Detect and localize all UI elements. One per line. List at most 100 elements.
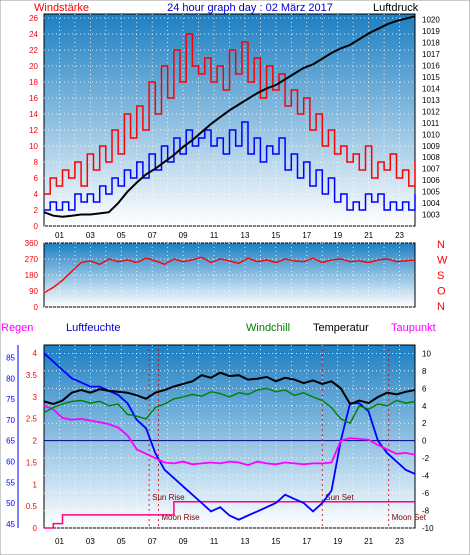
compass-label: W [437,255,448,267]
rain-tick-label: 1 [33,480,38,489]
pressure-tick-label: 1015 [422,73,440,82]
header-left-label: Windstärke [34,2,89,14]
wind-x-tick-label: 05 [117,231,126,240]
temp-x-tick-label: 11 [210,537,219,546]
rain-label: Regen [1,322,33,334]
humidity-tick-label: 60 [6,457,15,466]
compass-label: N [437,239,445,251]
temp-x-tick-label: 15 [271,537,280,546]
pressure-tick-label: 1016 [422,62,440,71]
rain-tick-label: 0 [33,524,38,533]
wind-tick-label: 24 [29,30,38,39]
direction-tick-label: 360 [25,239,39,248]
pressure-tick-label: 1014 [422,84,440,93]
header-right-label: Luftdruck [373,2,419,14]
humidity-tick-label: 45 [6,520,15,529]
pressure-tick-label: 1008 [422,153,440,162]
wind-tick-label: 10 [29,142,38,151]
wind-tick-label: 4 [34,190,39,199]
wind-tick-label: 14 [29,110,38,119]
temperature-label: Temperatur [313,322,369,334]
direction-tick-label: 0 [34,303,39,312]
humidity-tick-label: 70 [6,416,15,425]
event-label: Moon Rise [161,513,200,522]
pressure-tick-label: 1017 [422,50,440,59]
windchill-label: Windchill [246,322,290,334]
wind-x-tick-label: 03 [86,231,95,240]
temp-tick-label: -2 [422,454,430,463]
temp-tick-label: 2 [422,419,427,428]
temp-x-tick-label: 05 [117,537,126,546]
event-label: Moon Set [392,513,427,522]
pressure-tick-label: 1012 [422,107,440,116]
temp-x-tick-label: 07 [148,537,157,546]
temp-x-tick-label: 09 [179,537,188,546]
wind-x-tick-label: 19 [333,231,342,240]
temp-x-tick-label: 17 [302,537,311,546]
event-label: Sun Rise [152,493,185,502]
humidity-tick-label: 55 [6,478,15,487]
wind-tick-label: 16 [29,94,38,103]
pressure-tick-label: 1013 [422,96,440,105]
wind-x-tick-label: 15 [271,231,280,240]
temp-x-tick-label: 03 [86,537,95,546]
compass-label: N [437,301,445,313]
avg-wind-series-line [44,121,416,211]
temp-x-tick-label: 13 [241,537,250,546]
temp-tick-label: -8 [422,507,430,516]
temp-tick-label: 10 [422,349,431,358]
rain-tick-label: 2 [33,437,38,446]
wind-x-tick-label: 11 [210,231,219,240]
rain-tick-label: 0.5 [26,502,38,511]
header-title: 24 hour graph day : 02 März 2017 [167,2,333,14]
temp-tick-label: 0 [422,437,427,446]
rain-tick-label: 2.5 [26,415,38,424]
wind-x-tick-label: 07 [148,231,157,240]
direction-tick-label: 270 [25,255,39,264]
rain-tick-label: 3.5 [26,371,38,380]
dewpoint-series-line [43,404,416,467]
compass-label: S [437,270,444,282]
temp-x-tick-label: 23 [395,537,404,546]
pressure-tick-label: 1007 [422,165,440,174]
rain-tick-label: 1.5 [26,458,38,467]
wind-x-tick-label: 13 [241,231,250,240]
humidity-tick-label: 75 [6,395,15,404]
pressure-tick-label: 1010 [422,130,440,139]
pressure-tick-label: 1005 [422,188,440,197]
rain-tick-label: 3 [33,393,38,402]
temp-tick-label: -4 [422,472,430,481]
direction-series-line [43,256,416,294]
windchill-series-line [43,387,416,425]
pressure-tick-label: 1018 [422,39,440,48]
temp-tick-label: -6 [422,489,430,498]
gust-series-line [44,33,416,195]
wind-tick-label: 2 [34,206,39,215]
wind-tick-label: 18 [29,78,38,87]
wind-tick-label: 22 [29,46,38,55]
pressure-tick-label: 1020 [422,16,440,25]
temperature-panel [43,344,416,529]
pressure-tick-label: 1004 [422,199,440,208]
temp-tick-label: 8 [422,367,427,376]
wind-x-tick-label: 23 [395,231,404,240]
wind-x-tick-label: 01 [55,231,64,240]
dewpoint-label: Taupunkt [391,322,436,334]
pressure-tick-label: 1011 [422,119,440,128]
pressure-tick-label: 1019 [422,27,440,36]
temp-x-tick-label: 21 [364,537,373,546]
wind-x-tick-label: 09 [179,231,188,240]
wind-tick-label: 6 [34,174,39,183]
compass-label: O [437,286,446,298]
temperature-series-line [43,371,416,406]
humidity-tick-label: 50 [6,499,15,508]
pressure-tick-label: 1006 [422,176,440,185]
event-label: Sun Set [325,493,354,502]
chart-marks: 0246810121416182022242610031004100510061… [6,14,448,546]
rain-tick-label: 4 [33,349,38,358]
temp-tick-label: -10 [422,524,434,533]
temp-x-tick-label: 19 [333,537,342,546]
rain-series-line [44,501,415,529]
